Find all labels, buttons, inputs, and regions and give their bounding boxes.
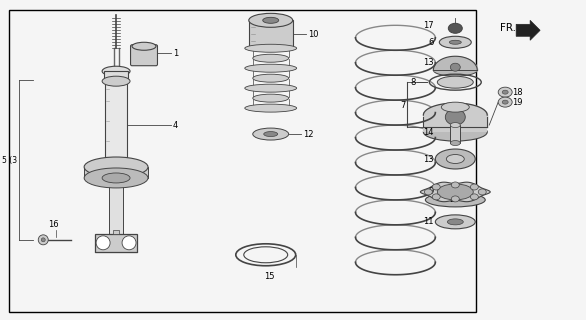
Text: 14: 14 [423,128,434,137]
Ellipse shape [249,13,292,27]
Text: 11: 11 [423,217,434,226]
Text: 18: 18 [512,88,523,97]
Ellipse shape [471,194,478,200]
Text: 1: 1 [173,49,178,58]
Ellipse shape [432,194,440,200]
Ellipse shape [435,215,475,229]
Ellipse shape [264,132,278,137]
Ellipse shape [447,219,464,225]
Ellipse shape [84,168,148,188]
Ellipse shape [102,76,130,86]
Ellipse shape [84,157,148,177]
Bar [105,81,127,172]
Text: 6: 6 [428,38,434,47]
Text: 19: 19 [512,98,523,107]
Text: 15: 15 [264,272,275,281]
Text: 9: 9 [428,188,434,196]
Ellipse shape [245,104,297,112]
Ellipse shape [451,182,459,188]
Text: 4: 4 [173,121,178,130]
Bar [113,230,119,234]
Bar [109,182,123,235]
Ellipse shape [440,36,471,48]
Ellipse shape [425,193,485,207]
Ellipse shape [471,184,478,190]
Ellipse shape [245,44,297,52]
Ellipse shape [450,123,460,128]
Text: 7: 7 [400,100,406,110]
Ellipse shape [449,40,461,44]
Text: 2: 2 [449,196,455,204]
Ellipse shape [498,87,512,97]
Ellipse shape [263,17,279,23]
Ellipse shape [253,94,289,102]
Ellipse shape [102,66,130,76]
Ellipse shape [435,149,475,169]
Ellipse shape [498,97,512,107]
Text: 16: 16 [48,220,59,229]
Polygon shape [420,182,490,202]
Ellipse shape [132,42,156,50]
Ellipse shape [478,189,486,195]
Ellipse shape [441,102,469,112]
Text: 5 (3: 5 (3 [2,156,18,164]
Ellipse shape [96,236,110,250]
Text: 8: 8 [410,78,415,87]
Ellipse shape [437,184,473,200]
Ellipse shape [102,173,130,183]
Ellipse shape [38,235,48,245]
FancyBboxPatch shape [131,45,158,66]
Bar [104,71,128,81]
Polygon shape [516,20,540,40]
Bar [450,125,460,143]
Ellipse shape [450,63,460,71]
Bar [84,167,148,178]
Ellipse shape [434,64,477,76]
Ellipse shape [253,74,289,82]
Text: 13: 13 [423,155,434,164]
Text: 17: 17 [423,21,434,30]
Text: 13: 13 [423,58,434,67]
Ellipse shape [502,90,508,94]
Bar [249,20,292,48]
Text: 12: 12 [302,130,313,139]
Ellipse shape [448,23,462,33]
Ellipse shape [437,76,473,88]
Ellipse shape [450,140,460,146]
Ellipse shape [445,109,465,125]
Text: 10: 10 [308,30,318,39]
Ellipse shape [451,196,459,202]
Ellipse shape [122,236,136,250]
Ellipse shape [253,54,289,62]
Ellipse shape [423,123,487,141]
Ellipse shape [447,155,464,164]
Ellipse shape [502,100,508,104]
Ellipse shape [424,189,432,195]
Bar [423,112,487,132]
Ellipse shape [245,84,297,92]
FancyBboxPatch shape [95,234,137,252]
Ellipse shape [41,238,45,242]
Ellipse shape [253,128,289,140]
Bar [9,10,476,312]
Ellipse shape [432,184,440,190]
Text: FR.: FR. [500,23,516,33]
Ellipse shape [245,64,297,72]
